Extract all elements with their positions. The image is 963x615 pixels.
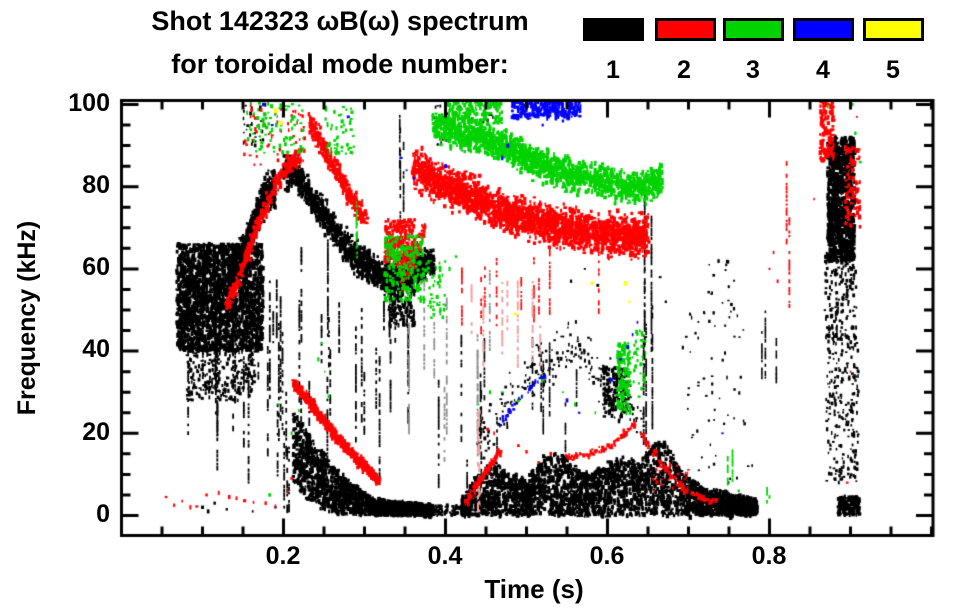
x-tick-label-0_8: 0.8 [751, 542, 787, 570]
legend-swatch-mode-4 [793, 18, 854, 41]
y-tick-label-100: 100 [68, 89, 110, 117]
y-tick-label-0: 0 [96, 500, 110, 528]
y-axis-title: Frequency (kHz) [13, 220, 41, 416]
legend-label-mode-1: 1 [606, 56, 620, 84]
page-title: Shot 142323 ωB(ω) spectrum [151, 6, 529, 36]
legend-label-mode-2: 2 [677, 56, 691, 84]
legend-label-mode-3: 3 [746, 56, 760, 84]
y-tick-label-60: 60 [82, 253, 110, 281]
page-subtitle: for toroidal mode number: [171, 49, 509, 79]
legend-swatch-mode-2 [655, 18, 716, 41]
legend-swatch-mode-5 [863, 18, 924, 41]
y-tick-label-40: 40 [82, 335, 110, 363]
legend-label-mode-5: 5 [886, 56, 900, 84]
legend-swatch-mode-3 [723, 18, 784, 41]
x-tick-label-0_2: 0.2 [265, 542, 301, 570]
x-tick-label-0_6: 0.6 [589, 542, 625, 570]
legend-swatch-mode-1 [583, 18, 644, 41]
y-tick-label-80: 80 [82, 171, 110, 199]
x-axis-title: Time (s) [484, 574, 584, 604]
legend-label-mode-4: 4 [816, 56, 830, 84]
y-tick-label-20: 20 [82, 418, 110, 446]
x-tick-label-0_4: 0.4 [427, 542, 463, 570]
